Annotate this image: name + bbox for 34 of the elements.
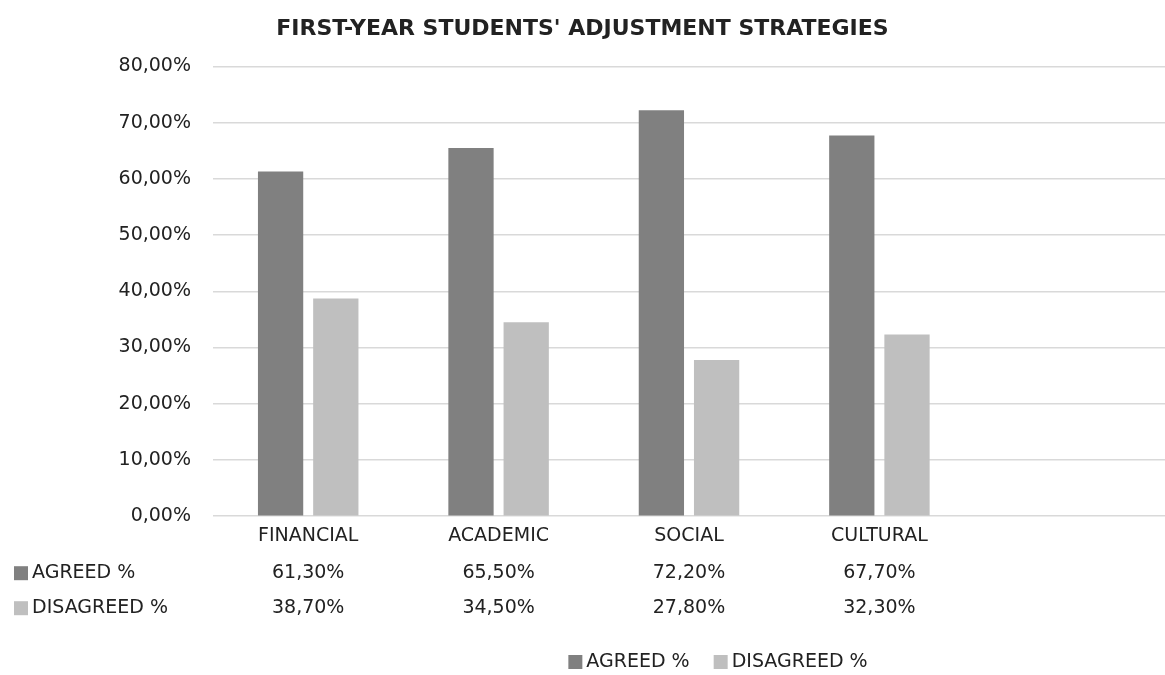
data-label: 34,50% — [462, 595, 535, 618]
bar — [313, 298, 359, 516]
bar — [257, 171, 304, 516]
bar — [503, 322, 549, 516]
data-label: 67,70% — [843, 560, 916, 583]
y-tick-label: 50,00% — [118, 222, 191, 245]
bar — [448, 147, 494, 516]
y-tick-label: 40,00% — [118, 278, 191, 301]
x-tick-label: ACADEMIC — [448, 522, 550, 545]
data-label: 61,30% — [271, 560, 345, 583]
bar — [829, 135, 875, 516]
y-tick-label: 30,00% — [118, 334, 191, 357]
data-label: 65,50% — [462, 560, 535, 583]
chart-title: FIRST-YEAR STUDENTS' ADJUSTMENT STRATEGIES — [276, 14, 889, 40]
text: DISAGREED % — [32, 595, 168, 618]
bar — [693, 359, 740, 516]
legend-label: DISAGREED % — [731, 648, 868, 671]
bar — [884, 334, 930, 516]
y-tick-label: 80,00% — [118, 53, 191, 76]
y-tick-label: 60,00% — [118, 165, 191, 188]
x-tick-label: CULTURAL — [831, 522, 929, 545]
y-tick-label: 20,00% — [118, 390, 191, 413]
bar — [638, 110, 685, 516]
text: AGREED % — [586, 648, 690, 671]
x-tick-label: FINANCIAL — [257, 522, 359, 545]
y-tick-label: 10,00% — [118, 446, 191, 469]
data-label: 72,20% — [652, 560, 726, 583]
y-tick-label: 70,00% — [118, 109, 191, 132]
x-tick-label: SOCIAL — [654, 522, 725, 545]
data-label: 32,30% — [843, 595, 916, 618]
data-label: 38,70% — [271, 595, 345, 618]
y-tick-label: 0,00% — [130, 503, 191, 526]
legend-label: AGREED % — [32, 560, 136, 583]
data-label: 27,80% — [652, 595, 726, 618]
